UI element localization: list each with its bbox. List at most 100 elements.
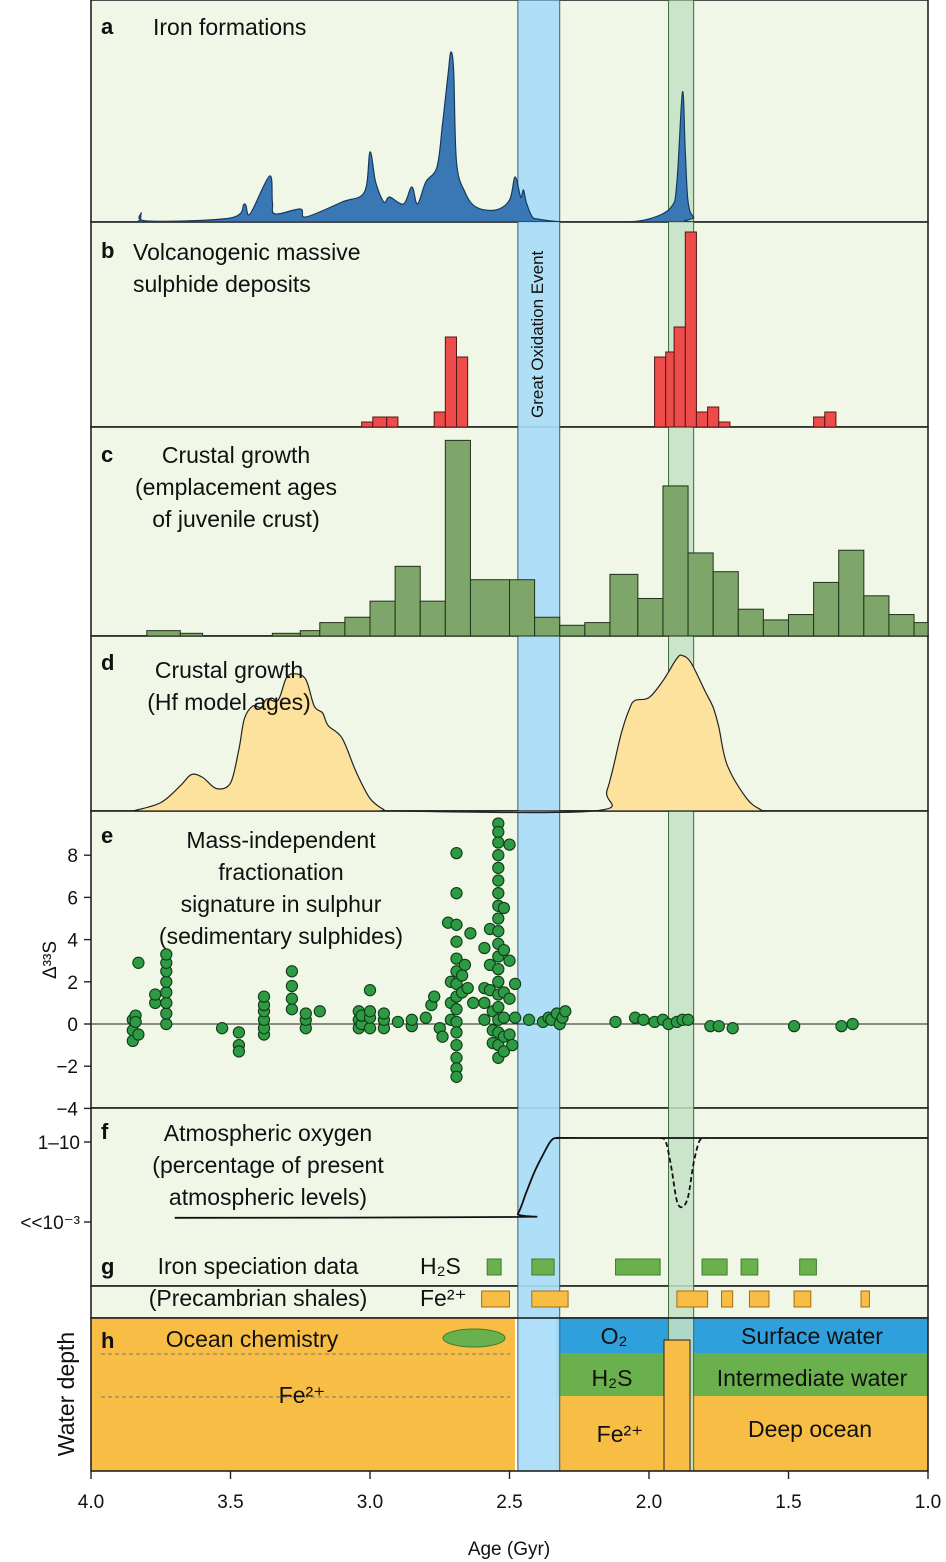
panel-b-title-2: sulphide deposits <box>133 271 311 297</box>
panel-f-letter: f <box>101 1119 109 1144</box>
mif-point-49 <box>405 1013 418 1026</box>
ocean-ferruginous-early <box>91 1318 515 1471</box>
panel-e-tick-label-2: 4 <box>67 931 78 952</box>
mif-point-102 <box>492 962 505 976</box>
mif-point-12 <box>160 986 173 999</box>
vms-bar-14 <box>824 411 837 428</box>
mif-point-69 <box>450 1026 463 1039</box>
mif-point-18 <box>232 1026 246 1039</box>
x-tick-label-6: 1.0 <box>915 1492 941 1513</box>
mif-point-47 <box>391 1015 405 1029</box>
vms-bar-10 <box>695 411 709 428</box>
mif-point-71 <box>450 1051 463 1064</box>
panel-g-fe2-label: Fe²⁺ <box>420 1285 467 1311</box>
crust-bar-9 <box>444 439 471 637</box>
fe2-bar-6 <box>860 1290 870 1308</box>
panel-c-title-1: Crustal growth <box>162 442 310 468</box>
panel-e-title-1: Mass-independent <box>186 827 376 853</box>
mif-point-9 <box>160 1017 173 1031</box>
mif-point-113 <box>497 1011 511 1024</box>
crust-bar-24 <box>838 549 865 637</box>
crust-bar-12 <box>534 616 561 637</box>
h2s-bar-1 <box>531 1258 555 1276</box>
crust-bar-16 <box>637 597 664 637</box>
mif-point-8 <box>149 988 162 1001</box>
mif-point-77 <box>461 981 474 995</box>
mif-point-59 <box>450 846 463 860</box>
hf-model-ages-area <box>132 654 767 814</box>
mif-point-78 <box>464 927 477 940</box>
x-axis-ticks: 4.0 3.5 3.0 2.5 2.0 1.5 1.0 <box>78 1471 941 1513</box>
panel-e-tick-label-4: 0 <box>67 1015 78 1036</box>
mif-point-92 <box>492 836 505 849</box>
panel-f-ytick-low: <<10⁻³ <box>20 1213 80 1234</box>
ocean-intermediate-water <box>556 1353 928 1396</box>
fe2-bar-4 <box>748 1290 770 1308</box>
mif-points <box>126 817 859 1083</box>
crust-bar-5 <box>344 616 371 637</box>
panel-c-title-2: (emplacement ages <box>135 474 337 500</box>
mif-point-62 <box>450 935 463 948</box>
h2s-bar-2 <box>615 1258 661 1276</box>
crust-bar-21 <box>762 619 790 637</box>
panel-e-tick-label-1: 6 <box>67 888 78 909</box>
panel-e-y-ticks: 8 6 4 2 0 −2 −4 <box>56 846 91 1120</box>
panel-a-letter: a <box>101 14 114 39</box>
panel-e-title-3: signature in sulphur <box>181 891 382 917</box>
mif-point-13 <box>160 975 173 988</box>
mif-point-95 <box>492 874 505 887</box>
mif-point-46 <box>377 1007 391 1020</box>
panel-b-frame <box>90 221 929 428</box>
x-tick-label-3: 2.5 <box>496 1492 522 1513</box>
mif-point-123 <box>522 1013 536 1026</box>
mif-point-63 <box>450 952 463 965</box>
mif-point-42 <box>363 1005 377 1018</box>
mif-point-67 <box>450 1003 463 1016</box>
mif-point-131 <box>609 1015 622 1029</box>
fe2-bar-1 <box>531 1290 569 1308</box>
fe2-bar-2 <box>676 1290 709 1308</box>
vms-bar-9 <box>684 231 697 428</box>
iron-speciation-bars <box>481 1258 870 1308</box>
vms-bar-6 <box>654 356 667 428</box>
mif-point-116 <box>503 838 516 851</box>
panel-a-frame <box>90 0 929 223</box>
mif-point-40 <box>363 1022 377 1035</box>
panel-h-letter: h <box>101 1328 114 1353</box>
panel-d-title-2: (Hf model ages) <box>147 689 311 715</box>
mif-point-30 <box>285 965 299 978</box>
panel-h-surface-water: Surface water <box>741 1323 883 1349</box>
mif-point-10 <box>160 1007 173 1020</box>
mif-point-11 <box>160 996 173 1010</box>
panel-h-fe2-left: Fe²⁺ <box>279 1382 326 1408</box>
ocean-surface-water <box>556 1318 928 1353</box>
mif-point-118 <box>503 992 516 1005</box>
vms-bar-11 <box>707 406 720 428</box>
mif-point-76 <box>458 958 472 972</box>
mif-point-6 <box>132 1028 145 1041</box>
panel-e-tick-label-6: −4 <box>56 1099 78 1120</box>
panel-h-o2: O₂ <box>601 1323 628 1349</box>
mif-point-117 <box>503 954 516 967</box>
crust-bar-2 <box>271 632 301 637</box>
fe2-bar-0 <box>481 1290 511 1308</box>
h2s-bar-3 <box>701 1258 728 1276</box>
h2s-bar-5 <box>799 1258 817 1276</box>
mif-point-145 <box>846 1017 859 1031</box>
mif-point-94 <box>492 861 505 875</box>
great-oxidation-band <box>517 0 561 1472</box>
mif-point-34 <box>313 1005 326 1018</box>
oxygen-curve <box>174 1136 928 1219</box>
vms-bar-13 <box>813 416 826 428</box>
vms-bar-3 <box>433 411 446 428</box>
mif-point-33 <box>299 1007 312 1020</box>
crust-bar-11 <box>509 579 536 637</box>
crust-bar-13 <box>559 624 586 637</box>
mif-point-93 <box>492 849 505 862</box>
crust-bar-8 <box>419 600 446 637</box>
mif-point-122 <box>508 1011 522 1024</box>
crust-bar-18 <box>687 552 714 637</box>
vms-bars <box>361 231 837 428</box>
mif-point-68 <box>450 1015 463 1029</box>
